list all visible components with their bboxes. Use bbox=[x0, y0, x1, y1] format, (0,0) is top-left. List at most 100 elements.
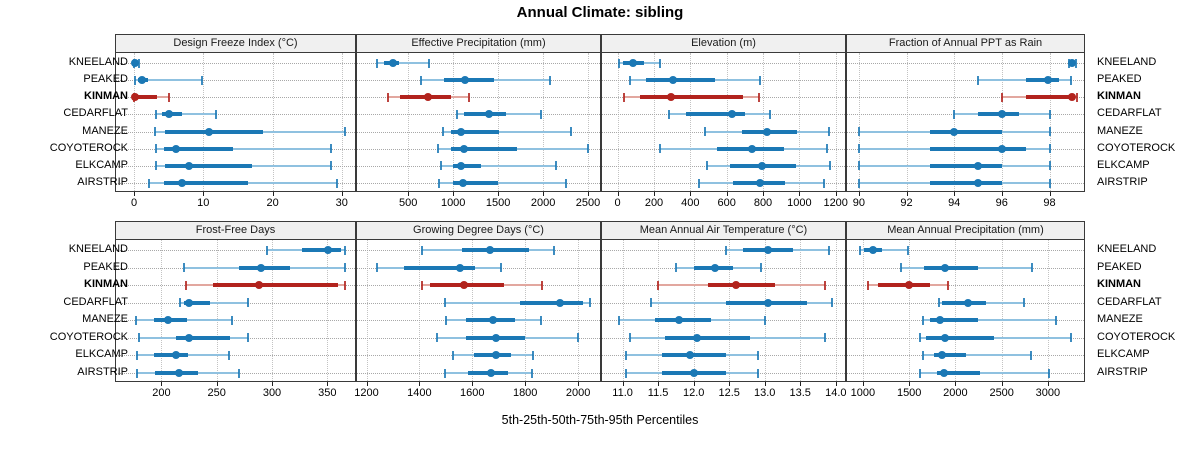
whisker-cap-95th bbox=[330, 161, 333, 171]
median-dot-coyoterock bbox=[997, 144, 1006, 153]
axis-tick-label: 500 bbox=[399, 197, 418, 209]
interquartile-bar-cedarflat bbox=[183, 300, 211, 305]
axis-tick bbox=[654, 192, 655, 196]
whisker-cap-95th bbox=[1070, 333, 1072, 343]
percentile-whisker-maneze bbox=[443, 130, 572, 133]
axis-tick-label: 1400 bbox=[407, 387, 432, 399]
axis-tick bbox=[578, 382, 580, 386]
whisker-cap-95th bbox=[1029, 350, 1032, 360]
whisker-cap-95th bbox=[831, 298, 834, 308]
gridline-vertical bbox=[216, 240, 218, 381]
interquartile-bar-elkcamp bbox=[453, 163, 482, 168]
axis-tick bbox=[272, 382, 273, 386]
whisker-cap-95th bbox=[827, 245, 830, 255]
panel-header-frost-free-days: Frost-Free Days bbox=[116, 222, 355, 240]
median-dot-coyoterock bbox=[185, 333, 193, 342]
whisker-cap-95th bbox=[541, 280, 544, 290]
axis-tick-label: 1200 bbox=[354, 387, 379, 399]
axis-tick bbox=[216, 382, 218, 386]
site-label-left-peaked: PEAKED bbox=[83, 73, 128, 86]
interquartile-bar-airstrip bbox=[930, 181, 1002, 185]
gridline-horizontal bbox=[116, 320, 355, 322]
site-label-left-airstrip: AIRSTRIP bbox=[77, 366, 128, 378]
axis-tick bbox=[690, 192, 692, 196]
median-dot-airstrip bbox=[756, 179, 765, 187]
gridline-vertical bbox=[693, 240, 695, 381]
gridline-horizontal bbox=[847, 250, 1084, 251]
whisker-cap-5th bbox=[977, 75, 979, 85]
median-dot-peaked bbox=[1044, 76, 1053, 85]
panel-header-mean-annual-precipitation: Mean Annual Precipitation (mm) bbox=[847, 222, 1084, 240]
whisker-cap-95th bbox=[824, 280, 827, 290]
median-dot-elkcamp bbox=[492, 351, 501, 360]
whisker-cap-95th bbox=[246, 298, 249, 308]
whisker-cap-95th bbox=[344, 127, 347, 137]
median-dot-elkcamp bbox=[937, 351, 946, 360]
whisker-cap-95th bbox=[344, 245, 346, 255]
median-dot-kneeland bbox=[764, 246, 773, 254]
gridline-horizontal bbox=[116, 63, 355, 64]
panel-plot-design-freeze-index bbox=[116, 53, 355, 191]
axis-tick-label: 96 bbox=[995, 197, 1008, 209]
whisker-cap-5th bbox=[628, 333, 631, 343]
percentile-whisker-maneze bbox=[923, 319, 1057, 322]
percentile-whisker-cedarflat bbox=[444, 301, 590, 304]
whisker-cap-95th bbox=[1055, 315, 1058, 325]
interquartile-bar-kneeland bbox=[301, 248, 341, 252]
axis-tick bbox=[617, 192, 619, 196]
gridline-vertical bbox=[764, 240, 766, 381]
whisker-cap-5th bbox=[705, 161, 708, 171]
whisker-cap-5th bbox=[153, 127, 156, 137]
panel-header-elevation: Elevation (m) bbox=[602, 35, 845, 53]
site-label-left-kinman: KINMAN bbox=[84, 278, 128, 291]
axis-tick bbox=[366, 382, 368, 386]
whisker-cap-5th bbox=[938, 298, 941, 308]
whisker-cap-5th bbox=[134, 75, 137, 85]
gridline-horizontal bbox=[116, 80, 355, 82]
axis-tick-label: 800 bbox=[753, 197, 773, 209]
median-dot-kneeland bbox=[1068, 59, 1077, 67]
whisker-cap-95th bbox=[1048, 109, 1051, 119]
gridline-vertical bbox=[525, 240, 527, 381]
panel-effective-precipitation: Effective Precipitation (mm) bbox=[356, 34, 601, 192]
median-dot-elkcamp bbox=[758, 161, 767, 170]
axis-tick-label: 92 bbox=[900, 197, 913, 209]
axis-tick bbox=[498, 192, 500, 196]
whisker-cap-5th bbox=[147, 178, 150, 188]
median-dot-peaked bbox=[456, 263, 465, 272]
whisker-cap-95th bbox=[757, 92, 760, 102]
axis-tick-label: 300 bbox=[262, 387, 282, 399]
whisker-cap-5th bbox=[724, 245, 727, 255]
panel-plot-frost-free-days bbox=[116, 240, 355, 381]
axis-tick bbox=[906, 192, 908, 196]
site-label-left-coyoterock: COYOTEROCK bbox=[49, 141, 128, 154]
whisker-cap-5th bbox=[376, 263, 379, 273]
axis-tick-label: 94 bbox=[948, 197, 961, 209]
interquartile-bar-kinman bbox=[707, 283, 776, 288]
whisker-cap-5th bbox=[435, 333, 438, 343]
axis-tick bbox=[763, 192, 764, 196]
interquartile-bar-coyoterock bbox=[926, 335, 995, 340]
axis-tick bbox=[835, 192, 837, 196]
axis-tick bbox=[588, 192, 589, 196]
axis-tick bbox=[1001, 192, 1003, 196]
whisker-cap-95th bbox=[1048, 127, 1051, 137]
whisker-cap-95th bbox=[759, 75, 762, 85]
whisker-cap-5th bbox=[674, 263, 677, 273]
whisker-cap-95th bbox=[1022, 298, 1025, 308]
median-dot-airstrip bbox=[689, 369, 698, 377]
median-dot-airstrip bbox=[177, 179, 186, 187]
whisker-cap-95th bbox=[824, 333, 827, 343]
whisker-cap-5th bbox=[136, 350, 138, 360]
axis-tick-label: 98 bbox=[1043, 197, 1056, 209]
axis-tick bbox=[419, 382, 421, 386]
axis-tick-label: 90 bbox=[852, 197, 866, 209]
axis-tick-label: 12.5 bbox=[718, 387, 740, 399]
whisker-cap-95th bbox=[577, 333, 580, 343]
gridline-horizontal bbox=[357, 63, 600, 64]
gridline-vertical bbox=[654, 53, 655, 191]
median-dot-kinman bbox=[905, 281, 914, 290]
x-axis-caption: 5th-25th-50th-75th-95th Percentiles bbox=[501, 413, 699, 427]
whisker-cap-95th bbox=[344, 263, 346, 273]
axis-tick-label: 13.0 bbox=[753, 387, 776, 399]
